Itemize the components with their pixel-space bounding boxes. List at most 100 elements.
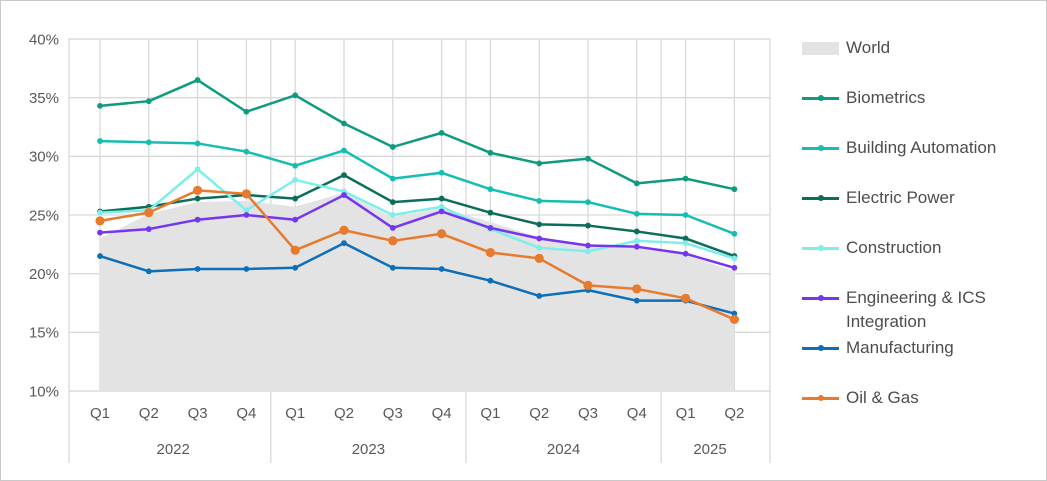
data-point-manufacturing: [292, 264, 299, 271]
y-axis-label: 30%: [29, 149, 59, 166]
data-point-engineering-ics-integration: [585, 242, 591, 249]
legend-item-building-automation: Building Automation: [802, 123, 1040, 173]
x-axis-quarter-label: Q2: [724, 405, 744, 422]
data-point-building-automation: [145, 139, 152, 146]
data-point-engineering-ics-integration: [97, 229, 103, 236]
x-axis-year-label: 2022: [157, 441, 190, 458]
data-point-manufacturing: [536, 293, 543, 299]
quarterly-trend-chart: 40% 35% 30% 25% 20% 15% 10% Q1 Q2 Q3 Q4 Q1 Q2 Q3 Q4 Q1 Q…: [29, 31, 771, 463]
data-point-oil-gas: [632, 284, 642, 294]
legend-item-biometrics: Biometrics: [802, 73, 1040, 123]
data-point-electric-power: [438, 195, 445, 202]
data-point-construction: [585, 248, 591, 255]
data-point-building-automation: [292, 162, 299, 169]
data-point-biometrics: [292, 92, 299, 99]
data-point-construction: [682, 240, 689, 247]
data-point-oil-gas: [583, 280, 593, 290]
data-point-oil-gas: [241, 189, 251, 199]
data-point-electric-power: [633, 228, 640, 235]
data-point-engineering-ics-integration: [341, 192, 347, 198]
data-point-biometrics: [536, 160, 543, 167]
data-point-building-automation: [536, 198, 543, 204]
data-point-building-automation: [682, 212, 689, 218]
data-point-biometrics: [389, 144, 396, 150]
data-point-building-automation: [243, 148, 250, 155]
data-point-oil-gas: [534, 253, 544, 264]
x-axis-quarter-label: Q2: [529, 405, 549, 422]
data-point-manufacturing: [97, 253, 103, 259]
data-point-electric-power: [536, 221, 543, 228]
data-point-biometrics: [341, 120, 347, 127]
legend-label: Building Automation: [846, 138, 997, 157]
data-point-biometrics: [438, 129, 445, 136]
y-axis-label: 15%: [29, 325, 59, 342]
y-axis-label: 20%: [29, 266, 59, 283]
data-point-engineering-ics-integration: [682, 250, 689, 257]
data-point-electric-power: [682, 235, 689, 242]
data-point-electric-power: [487, 209, 494, 216]
series-line-building-automation: [98, 139, 736, 236]
data-point-oil-gas: [729, 314, 740, 325]
legend-line-swatch: [802, 395, 839, 401]
legend-line-swatch: [802, 95, 839, 101]
data-point-building-automation: [585, 199, 591, 205]
legend-item-oil-gas: Oil & Gas: [802, 373, 1040, 423]
legend-label: Manufacturing: [846, 338, 954, 357]
data-point-biometrics: [633, 180, 640, 187]
series-line-biometrics: [98, 78, 736, 191]
data-point-manufacturing: [487, 277, 494, 284]
data-point-engineering-ics-integration: [292, 216, 299, 223]
data-point-oil-gas: [290, 245, 300, 255]
y-axis-label: 35%: [29, 90, 59, 107]
data-point-building-automation: [633, 210, 640, 217]
data-point-biometrics: [731, 186, 738, 193]
data-point-engineering-ics-integration: [389, 225, 396, 231]
legend-label: Construction: [846, 238, 942, 257]
data-point-oil-gas: [437, 229, 447, 239]
x-axis-quarter-label: Q4: [627, 405, 647, 422]
data-point-oil-gas: [681, 293, 691, 303]
data-point-manufacturing: [194, 266, 201, 272]
data-point-building-automation: [389, 175, 396, 182]
data-point-construction: [97, 209, 103, 216]
data-point-engineering-ics-integration: [536, 235, 543, 242]
x-axis-quarter-label: Q4: [432, 405, 452, 422]
data-point-construction: [731, 255, 738, 262]
data-point-electric-power: [389, 199, 396, 205]
data-point-building-automation: [438, 169, 445, 176]
data-point-oil-gas: [388, 236, 398, 246]
data-point-building-automation: [194, 140, 201, 147]
data-point-biometrics: [487, 149, 494, 156]
legend-item-engineering-ics-integration: Engineering & ICS Integration: [802, 273, 1040, 331]
legend-item-manufacturing: Manufacturing: [802, 323, 1040, 373]
data-point-building-automation: [341, 147, 347, 154]
data-point-engineering-ics-integration: [731, 264, 738, 271]
data-point-biometrics: [243, 108, 250, 115]
x-axis-quarter-label: Q1: [285, 405, 305, 422]
data-point-biometrics: [682, 175, 689, 182]
series-line-electric-power: [98, 173, 736, 258]
data-point-engineering-ics-integration: [487, 225, 494, 231]
y-axis-label: 25%: [29, 207, 59, 224]
data-point-engineering-ics-integration: [145, 226, 152, 232]
legend-line-swatch: [802, 195, 839, 201]
data-point-manufacturing: [341, 240, 347, 247]
legend-line-swatch: [802, 245, 839, 251]
data-point-building-automation: [731, 230, 738, 237]
legend-item-electric-power: Electric Power: [802, 173, 1040, 223]
legend-label: Biometrics: [846, 88, 926, 107]
data-point-biometrics: [194, 77, 201, 83]
data-point-biometrics: [97, 102, 103, 109]
data-point-construction: [194, 166, 201, 173]
data-point-construction: [243, 207, 250, 214]
data-point-biometrics: [585, 155, 591, 162]
data-point-electric-power: [292, 195, 299, 202]
series-line-manufacturing: [98, 241, 736, 315]
legend-item-construction: Construction: [802, 223, 1040, 273]
data-point-biometrics: [145, 98, 152, 105]
data-point-manufacturing: [731, 310, 738, 317]
x-axis-year-label: 2024: [547, 441, 580, 458]
series-line-engineering-ics-integration: [98, 193, 736, 270]
data-point-engineering-ics-integration: [243, 212, 250, 218]
